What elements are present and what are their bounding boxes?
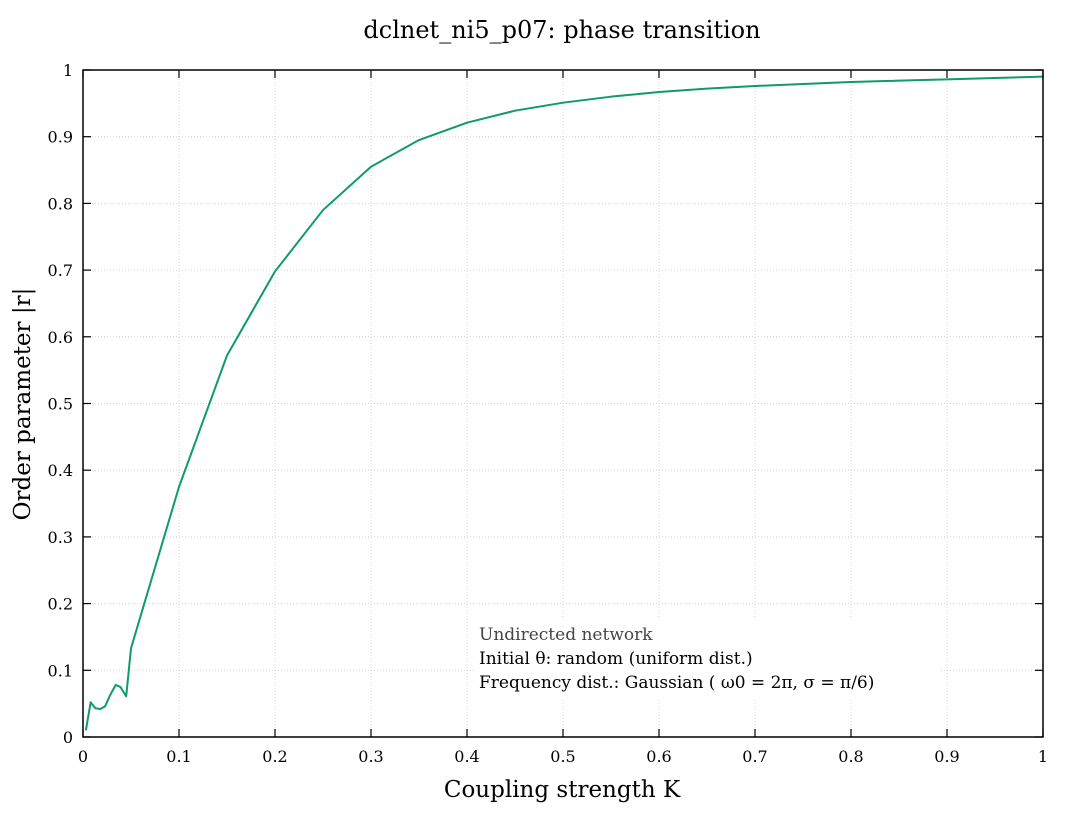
x-tick-label: 0.7 — [742, 747, 767, 766]
x-tick-label: 0.5 — [550, 747, 575, 766]
x-tick-label: 0.9 — [934, 747, 959, 766]
x-tick-label: 0.1 — [166, 747, 191, 766]
y-tick-label: 0.1 — [48, 661, 73, 680]
annotation-line: Initial θ: random (uniform dist.) — [479, 649, 753, 669]
y-tick-label: 0.4 — [48, 461, 73, 480]
y-tick-label: 0 — [63, 728, 73, 747]
y-tick-label: 0.2 — [48, 595, 73, 614]
x-tick-label: 0 — [78, 747, 88, 766]
annotation-line: Undirected network — [479, 625, 653, 645]
annotation-background — [474, 618, 940, 698]
y-tick-label: 0.7 — [48, 261, 73, 280]
x-tick-label: 0.6 — [646, 747, 671, 766]
y-axis-label: Order parameter |r| — [10, 288, 36, 521]
annotation-line: Frequency dist.: Gaussian ( ω0 = 2π, σ =… — [479, 673, 874, 693]
plot-frame — [82, 69, 1044, 738]
x-tick-label: 0.8 — [838, 747, 863, 766]
tick-labels: 0 0.1 0.2 0.3 0.4 0.5 0.6 0.7 0.8 0.9 1 0 0.1 0.2 0.3 0… — [48, 61, 1049, 766]
grid — [83, 70, 1043, 737]
y-tick-label: 0.9 — [48, 128, 73, 147]
series — [84, 75, 1044, 731]
y-tick-label: 0.5 — [48, 395, 73, 414]
series-line — [84, 75, 1044, 731]
annotation: Undirected network Initial θ: random (uni… — [474, 618, 940, 698]
y-tick-label: 0.3 — [48, 528, 73, 547]
x-axis-label: Coupling strength K — [444, 777, 681, 803]
x-tick-label: 1 — [1038, 747, 1048, 766]
x-tick-label: 0.4 — [454, 747, 479, 766]
chart-title: dclnet_ni5_p07: phase transition — [363, 16, 760, 44]
y-tick-label: 0.6 — [48, 328, 73, 347]
y-tick-label: 1 — [63, 61, 73, 80]
x-tick-label: 0.2 — [262, 747, 287, 766]
x-tick-label: 0.3 — [358, 747, 383, 766]
y-tick-label: 0.8 — [48, 194, 73, 213]
